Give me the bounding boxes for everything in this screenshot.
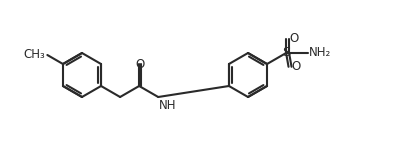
Text: O: O (136, 57, 145, 70)
Text: O: O (289, 31, 298, 44)
Text: NH: NH (159, 99, 177, 112)
Text: CH₃: CH₃ (24, 48, 45, 61)
Text: S: S (282, 46, 290, 59)
Text: NH₂: NH₂ (309, 46, 331, 59)
Text: O: O (292, 60, 301, 73)
